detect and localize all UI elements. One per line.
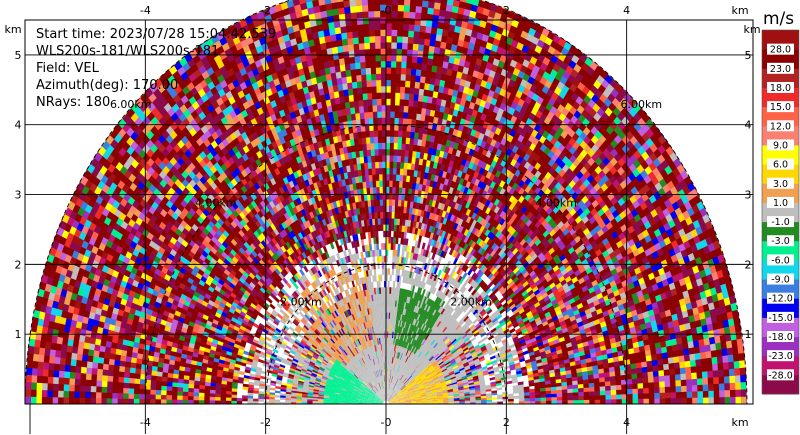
- colorbar-level-label: 23.0: [770, 64, 791, 75]
- colorbar-unit: m/s: [763, 9, 794, 29]
- colorbar-label-bg: [767, 273, 794, 285]
- range-ring-label: 4.00km: [195, 197, 237, 210]
- colorbar-label-bg: [767, 331, 794, 343]
- plot-area: [25, 0, 747, 405]
- range-ring-label: 2.00km: [280, 295, 322, 308]
- colorbar-label-bg: [767, 235, 794, 247]
- colorbar-level-label: 1.0: [773, 198, 788, 209]
- colorbar-level-label: 9.0: [773, 140, 788, 151]
- field-text: Field: VEL: [36, 60, 276, 77]
- range-ring: [144, 124, 628, 405]
- colorbar-label-bg: [767, 311, 794, 323]
- colorbar-frame: [761, 29, 800, 395]
- colorbar-label-bg: [767, 62, 794, 74]
- colorbar-label-bg: [767, 350, 794, 362]
- x-tick-label-top: -0: [381, 4, 392, 17]
- colorbar-level-label: 18.0: [770, 83, 791, 94]
- colorbar-level-label: 28.0: [770, 45, 791, 56]
- colorbar-level-label: -23.0: [768, 351, 793, 362]
- colorbar-label-bg: [767, 177, 794, 189]
- colorbar-label-bg: [767, 196, 794, 208]
- colorbar-level-label: -28.0: [768, 370, 793, 381]
- axes: -4-4-2-2-0-022441122334455kmkmkmkm2.00km…: [4, 0, 761, 434]
- range-ring: [24, 0, 748, 405]
- y-tick-label-right: 5: [745, 49, 752, 62]
- colorbar-label-bg: [767, 43, 794, 55]
- scan-info: Start time: 2023/07/28 15:04:42.539 WLS2…: [36, 26, 276, 111]
- y-unit-right: km: [743, 23, 760, 36]
- range-ring-label: 4.00km: [535, 197, 577, 210]
- y-unit-left: km: [4, 23, 21, 36]
- x-tick-label-top: 4: [623, 4, 630, 17]
- nrays-text: NRays: 180: [36, 94, 276, 111]
- colorbar-label-bg: [767, 101, 794, 113]
- velocity-field: [25, 0, 747, 405]
- y-tick-label-left: 3: [15, 189, 22, 202]
- y-tick-label-right: 2: [745, 258, 752, 271]
- colorbar-level-label: -1.0: [771, 217, 790, 228]
- colorbar-level-label: -12.0: [768, 294, 793, 305]
- colorbar-label-bg: [767, 254, 794, 266]
- colorbar-level-label: -6.0: [771, 255, 790, 266]
- x-tick-label-top: -4: [140, 4, 151, 17]
- y-tick-label-right: 1: [745, 328, 752, 341]
- colorbar-label-bg: [767, 158, 794, 170]
- range-ring: [265, 264, 507, 405]
- y-tick-label-right: 4: [745, 119, 752, 132]
- colorbar-label-bg: [767, 120, 794, 132]
- x-unit-bottom: km: [731, 416, 748, 429]
- colorbar-level-label: -3.0: [771, 236, 790, 247]
- x-unit-top: km: [731, 4, 748, 17]
- colorbar-level-label: -15.0: [768, 313, 793, 324]
- colorbar-label-bg: [767, 139, 794, 151]
- y-tick-label-left: 5: [15, 49, 22, 62]
- colorbar-level-label: 12.0: [770, 121, 791, 132]
- range-ring-label: 2.00km: [450, 295, 492, 308]
- colorbar-label-bg: [767, 216, 794, 228]
- colorbar-level-label: 6.0: [773, 160, 788, 171]
- plot-frame: [24, 19, 754, 405]
- colorbar-label-bg: [767, 292, 794, 304]
- y-tick-label-left: 1: [15, 328, 22, 341]
- colorbar-level-label: 3.0: [773, 179, 788, 190]
- y-tick-label-left: 4: [15, 119, 22, 132]
- colorbar-label-bg: [767, 81, 794, 93]
- range-ring-label: 6.00km: [620, 98, 662, 111]
- colorbar-level-label: 15.0: [770, 102, 791, 113]
- colorbar-label-bg: [767, 369, 794, 381]
- colorbar-level-label: -18.0: [768, 332, 793, 343]
- range-ring-label: 6.00km: [110, 98, 152, 111]
- x-tick-label-top: 2: [503, 4, 510, 17]
- x-tick-label-top: -2: [260, 4, 271, 17]
- azimuth-text: Azimuth(deg): 170.00: [36, 77, 276, 94]
- y-tick-label-right: 3: [745, 189, 752, 202]
- scan-name-text: WLS200s-181/WLS200s-181: [36, 43, 276, 60]
- colorbar: -28.0 -23.0 -18.0 -15.0 -12.0 -9.0 -6.0 -3.0 -1.…: [761, 29, 800, 395]
- start-time-text: Start time: 2023/07/28 15:04:42.539: [36, 26, 276, 43]
- colorbar-level-label: -9.0: [771, 275, 790, 286]
- y-tick-label-left: 2: [15, 258, 22, 271]
